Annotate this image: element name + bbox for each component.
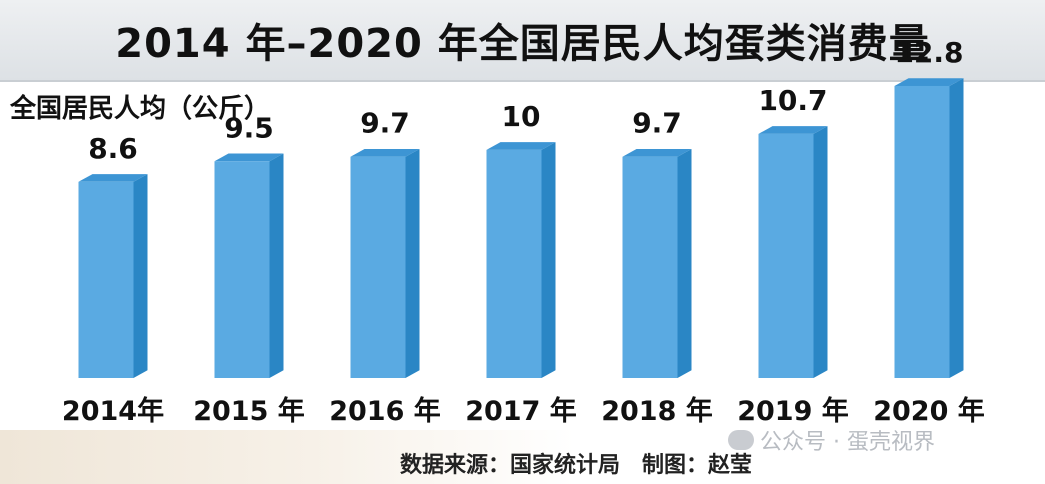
bar-side-2016 年: [405, 148, 420, 378]
bar-side-2018 年: [677, 148, 692, 378]
bar-side-2020 年: [949, 78, 964, 378]
bar-top-2018 年: [622, 148, 692, 157]
category-label: 2018 年: [601, 395, 713, 427]
value-label: 9.5: [224, 111, 274, 144]
bar-2019 年: [758, 133, 814, 378]
value-label: 8.6: [88, 132, 138, 165]
bar-top-2014年: [78, 174, 148, 182]
watermark-text: 公众号 · 蛋壳视界: [760, 430, 935, 455]
category-label: 2020 年: [873, 395, 985, 427]
category-label: 2014年: [62, 395, 164, 427]
category-label: 2015 年: [193, 395, 305, 427]
bar-top-2020 年: [894, 78, 964, 86]
bar-2016 年: [350, 156, 406, 378]
bar-top-2017 年: [486, 142, 556, 150]
bar-side-2014年: [133, 174, 148, 378]
background-strip: [0, 430, 1045, 484]
bar-2015 年: [214, 161, 270, 378]
bar-2017 年: [486, 149, 542, 378]
bar-2020 年: [894, 85, 950, 378]
y-axis-label: 全国居民人均（公斤）: [10, 94, 271, 124]
source-note: 数据来源：国家统计局 制图：赵莹: [400, 453, 753, 478]
bar-side-2015 年: [269, 153, 284, 378]
category-label: 2017 年: [465, 395, 577, 427]
bar-2018 年: [622, 156, 678, 378]
watermark: 公众号 · 蛋壳视界: [728, 424, 935, 456]
bar-side-2017 年: [541, 142, 556, 378]
value-label: 10.7: [758, 84, 827, 117]
chart-title: 2014 年–2020 年全国居民人均蛋类消费量: [115, 21, 930, 67]
value-label: 9.7: [632, 107, 682, 140]
value-label: 9.7: [360, 107, 410, 140]
bar-top-2016 年: [350, 148, 420, 157]
bar-top-2015 年: [214, 153, 284, 162]
bar-2014年: [78, 181, 134, 378]
category-label: 2019 年: [737, 395, 849, 427]
category-label: 2016 年: [329, 395, 441, 427]
value-label: 12.8: [894, 36, 963, 69]
wechat-icon: [728, 430, 754, 450]
value-label: 10: [502, 100, 541, 133]
title-bar: 2014 年–2020 年全国居民人均蛋类消费量: [0, 0, 1045, 82]
bar-top-2019 年: [758, 126, 828, 134]
bar-side-2019 年: [813, 126, 828, 378]
